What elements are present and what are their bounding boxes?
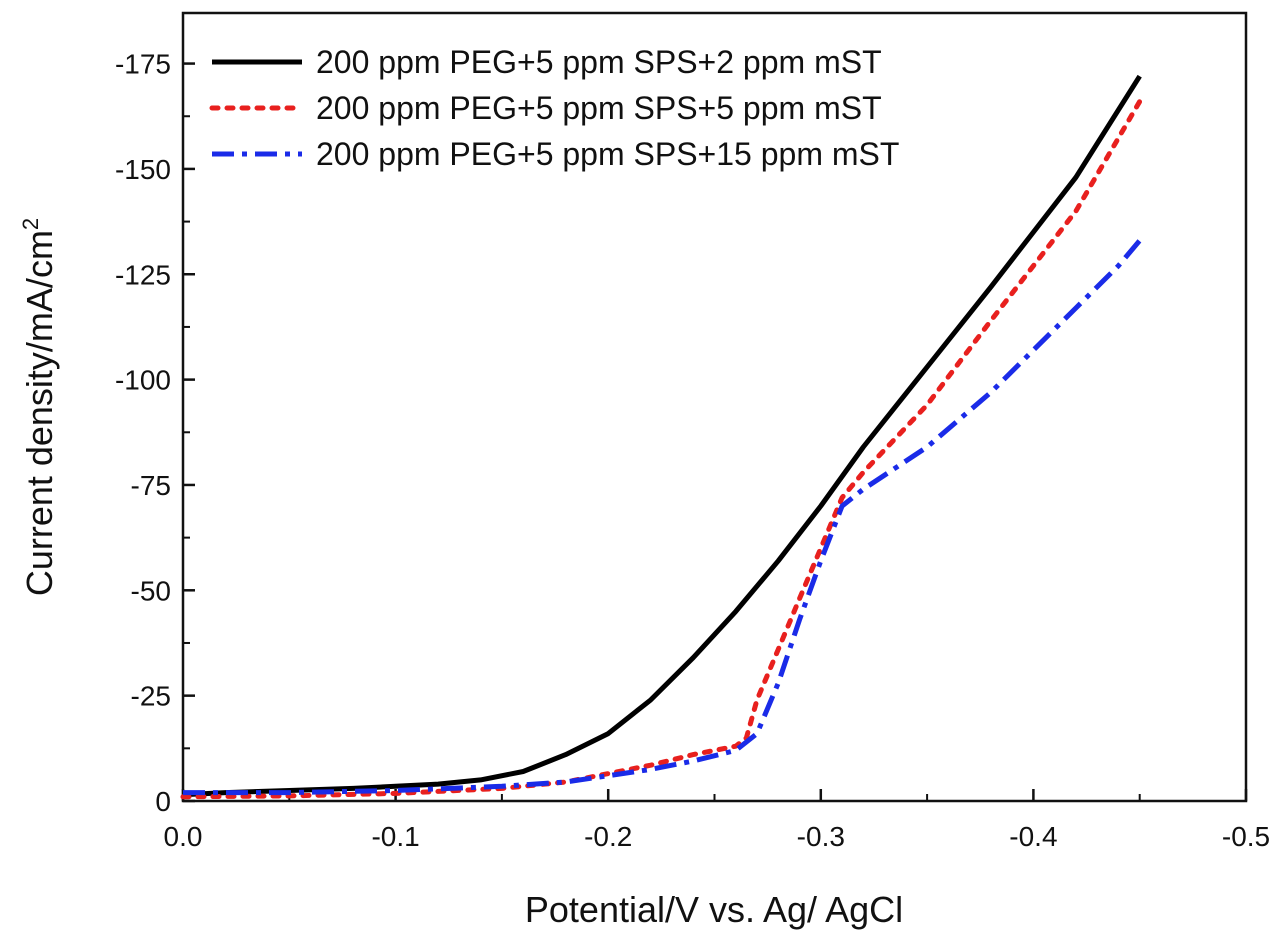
- legend-label: 200 ppm PEG+5 ppm SPS+5 ppm mST: [316, 90, 882, 126]
- legend-label: 200 ppm PEG+5 ppm SPS+15 ppm mST: [316, 136, 899, 172]
- x-axis-title: Potential/V vs. Ag/ AgCl: [525, 889, 903, 930]
- x-tick-label: -0.2: [584, 821, 632, 852]
- y-tick-label: -150: [115, 154, 171, 185]
- y-axis-title: Current density/mA/cm2: [18, 218, 60, 596]
- y-tick-label: -175: [115, 49, 171, 80]
- x-tick-label: -0.4: [1009, 821, 1057, 852]
- series-line-1: [182, 74, 1142, 798]
- x-tick-label: -0.3: [797, 821, 845, 852]
- y-axis-title-superscript: 2: [18, 218, 43, 230]
- series-line-3: [183, 238, 1142, 796]
- y-tick-label: -125: [115, 259, 171, 290]
- series-line-2: [180, 99, 1143, 800]
- x-tick-label: -0.1: [371, 821, 419, 852]
- y-tick-label: -75: [131, 470, 171, 501]
- y-tick-label: -25: [131, 681, 171, 712]
- y-axis-ticks: 0 -25 -50 -75 -100 -125 -150 -175: [115, 49, 195, 817]
- y-tick-label: 0: [155, 786, 171, 817]
- y-tick-label: -50: [131, 575, 171, 606]
- series-layer: [180, 74, 1143, 800]
- x-tick-label: -0.5: [1222, 821, 1270, 852]
- y-tick-label: -100: [115, 365, 171, 396]
- legend: 200 ppm PEG+5 ppm SPS+2 ppm mST 200 ppm P…: [209, 44, 899, 172]
- x-tick-label: 0.0: [164, 821, 203, 852]
- plot-area-frame: [181, 11, 1248, 803]
- legend-label: 200 ppm PEG+5 ppm SPS+2 ppm mST: [316, 44, 882, 80]
- x-axis-ticks: 0.0 -0.1 -0.2 -0.3 -0.4 -0.5: [164, 789, 1270, 852]
